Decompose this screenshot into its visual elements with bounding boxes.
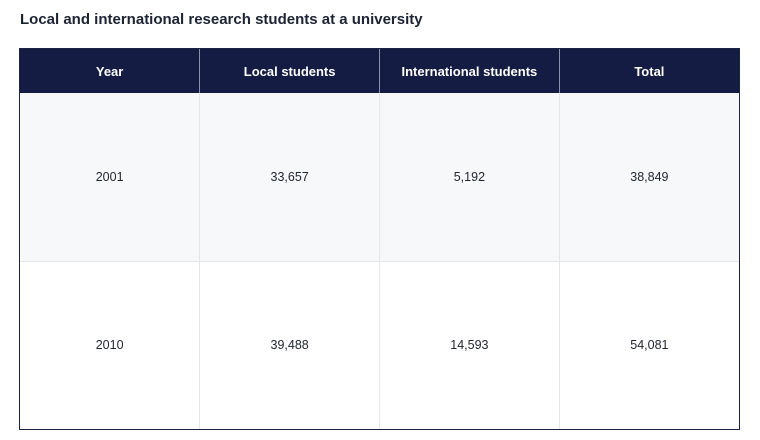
column-header-total: Total [558, 49, 739, 93]
column-header-local-students: Local students [199, 49, 380, 93]
table-body: 2001 33,657 5,192 38,849 2010 39,488 14,… [20, 93, 739, 429]
column-header-year: Year [95, 63, 124, 79]
cell-year: 2010 [20, 260, 200, 429]
table-header: Year Local students International studen… [20, 49, 739, 93]
cell-total: 54,081 [558, 260, 739, 429]
table-row: 2001 33,657 5,192 38,849 [20, 93, 739, 261]
cell-local-students: 33,657 [199, 93, 380, 261]
data-table: Year Local students International studen… [19, 48, 740, 430]
table-row: 2010 39,488 14,593 54,081 [20, 260, 739, 429]
table: Year Local students International studen… [20, 49, 739, 429]
cell-year: 2001 [95, 169, 124, 184]
column-header-international-students: International students [379, 49, 560, 93]
cell-local-students: 39,488 [199, 260, 380, 429]
header-row: Year Local students International studen… [20, 49, 739, 93]
cell-international-students: 5,192 [379, 93, 560, 261]
cell-international-students: 14,593 [379, 260, 560, 429]
table-title: Local and international research student… [20, 11, 423, 28]
cell-total: 38,849 [558, 93, 739, 261]
